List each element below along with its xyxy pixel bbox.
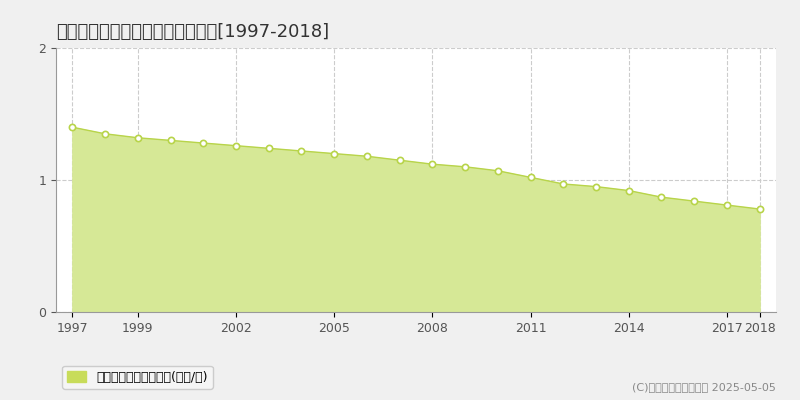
Text: (C)土地価格ドットコム 2025-05-05: (C)土地価格ドットコム 2025-05-05 bbox=[632, 382, 776, 392]
Text: 最上郡黦川村庭月　基準地価推移[1997-2018]: 最上郡黦川村庭月 基準地価推移[1997-2018] bbox=[56, 23, 329, 41]
Legend: 基準地価　平均坪単価(万円/坪): 基準地価 平均坪単価(万円/坪) bbox=[62, 366, 213, 389]
